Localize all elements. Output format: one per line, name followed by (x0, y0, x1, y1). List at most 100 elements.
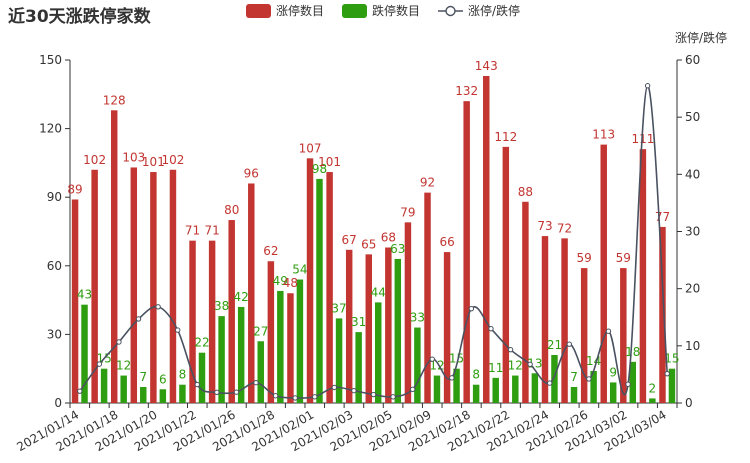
ratio-point (155, 304, 161, 310)
bar-limit-up (620, 268, 627, 403)
legend-swatch[interactable] (246, 4, 271, 18)
bar-limit-up (169, 169, 177, 403)
data-label-limit-up: 66 (439, 235, 454, 249)
ratio-point (664, 370, 670, 377)
data-label-limit-up: 128 (103, 93, 126, 107)
bar-limit-up (561, 238, 568, 403)
data-label-limit-down: 43 (77, 288, 92, 302)
bar-limit-down (609, 382, 617, 403)
bar-limit-down (492, 377, 499, 403)
y-tick-label-left: 150 (39, 53, 62, 67)
bar-limit-up (91, 169, 98, 403)
legend-swatch-marker[interactable] (445, 5, 456, 17)
ratio-point (507, 346, 514, 353)
bar-limit-up (267, 261, 275, 403)
data-label-limit-down: 15 (449, 352, 464, 366)
bar-limit-up (130, 167, 138, 403)
data-label-limit-up: 67 (342, 233, 357, 247)
y-tick-label-left: 90 (47, 190, 62, 204)
ratio-point (96, 361, 103, 367)
y-tick-label-right: 30 (685, 225, 700, 239)
y-tick-label-right: 10 (685, 339, 700, 353)
data-label-limit-up: 77 (655, 210, 670, 224)
legend-swatch[interactable] (342, 4, 367, 18)
ratio-point (292, 395, 298, 401)
data-label-limit-down: 8 (472, 368, 480, 382)
data-label-limit-down: 33 (410, 311, 425, 325)
bar-limit-down (590, 370, 597, 403)
bar-limit-down (257, 341, 264, 403)
ratio-point (468, 305, 475, 312)
data-label-limit-up: 71 (185, 224, 200, 238)
data-label-limit-up: 102 (162, 153, 185, 167)
ratio-point (644, 83, 651, 89)
data-label-limit-down: 12 (116, 359, 131, 373)
bar-limit-down (414, 327, 421, 403)
data-label-limit-up: 132 (455, 84, 478, 98)
bar-limit-up (150, 172, 157, 403)
data-label-limit-up: 96 (244, 166, 259, 180)
data-label-limit-down: 7 (570, 370, 578, 384)
bar-limit-up (404, 222, 412, 403)
y-tick-label-left: 0 (54, 396, 62, 410)
data-label-limit-up: 102 (83, 153, 106, 167)
ratio-point (331, 384, 338, 391)
data-label-limit-up: 79 (400, 205, 415, 219)
y-tick-label-right: 0 (685, 396, 693, 410)
ratio-point (488, 325, 494, 332)
bar-limit-down (140, 386, 147, 403)
y-tick-label-left: 120 (39, 122, 62, 136)
bar-limit-down (179, 384, 186, 403)
bar-limit-down (531, 373, 539, 403)
bar-limit-down (355, 332, 362, 403)
bar-limit-up (110, 110, 118, 403)
bar-limit-up (248, 183, 255, 403)
y-tick-label-left: 30 (47, 327, 62, 341)
ratio-point (116, 339, 122, 345)
bar-limit-down (375, 302, 382, 403)
ratio-point (194, 381, 200, 388)
y-tick-label-right: 20 (685, 282, 700, 296)
data-label-limit-down: 6 (159, 372, 167, 386)
data-label-limit-down: 44 (371, 285, 386, 299)
bar-limit-up (541, 236, 549, 403)
data-label-limit-up: 48 (283, 276, 298, 290)
ratio-point (272, 393, 279, 399)
bar-limit-up (365, 254, 372, 403)
data-label-limit-up: 101 (318, 155, 341, 169)
data-label-limit-down: 8 (179, 368, 187, 382)
data-label-limit-down: 98 (312, 162, 327, 176)
data-label-limit-down: 2 (649, 381, 657, 395)
ratio-point (586, 376, 592, 382)
data-label-limit-down: 38 (214, 299, 229, 313)
bar-limit-down (120, 375, 127, 403)
data-label-limit-down: 37 (331, 301, 346, 315)
data-label-limit-down: 7 (139, 370, 147, 384)
ratio-point (449, 375, 455, 381)
data-label-limit-down: 31 (351, 315, 366, 329)
data-label-limit-down: 22 (194, 336, 209, 350)
data-label-limit-up: 59 (577, 251, 592, 265)
data-label-limit-down: 14 (586, 354, 601, 368)
data-label-limit-up: 103 (122, 150, 145, 164)
bar-limit-up (600, 144, 607, 403)
bar-limit-down (237, 306, 245, 403)
bar-limit-down (277, 290, 284, 403)
ratio-point (253, 379, 259, 386)
bar-limit-up (522, 201, 529, 403)
bar-limit-up (71, 199, 79, 403)
data-label-limit-down: 15 (664, 352, 679, 366)
ratio-point (605, 328, 612, 334)
bar-limit-down (433, 375, 441, 403)
bar-limit-down (629, 361, 637, 403)
bar-limit-down (81, 304, 88, 403)
legend-label: 涨停/跌停 (468, 3, 520, 18)
ratio-point (174, 327, 181, 333)
legend-label: 跌停数目 (372, 3, 420, 18)
bar-limit-down (512, 375, 519, 403)
data-label-limit-down: 21 (547, 338, 562, 352)
bar-limit-up (580, 268, 588, 403)
data-label-limit-up: 88 (518, 185, 533, 199)
